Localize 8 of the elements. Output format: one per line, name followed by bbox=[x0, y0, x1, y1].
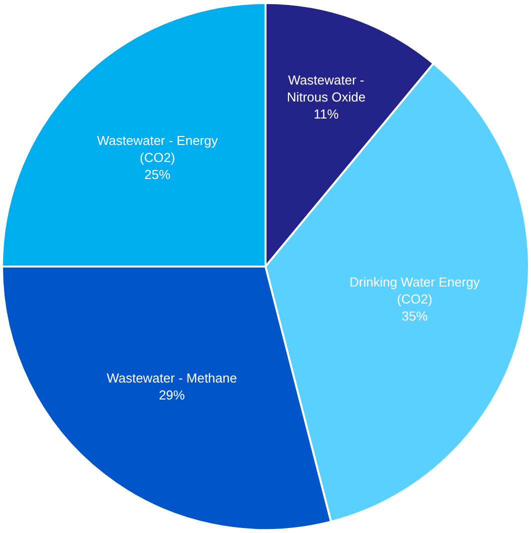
slice-label: Wastewater - Energy (CO2) bbox=[96, 133, 218, 166]
slice-label: Drinking Water Energy (CO2) bbox=[350, 274, 480, 306]
data-label: 25% bbox=[144, 167, 171, 182]
slice-label: Wastewater - Nitrous Oxide bbox=[286, 72, 366, 104]
data-label: 29% bbox=[158, 387, 186, 402]
data-label: 11% bbox=[314, 106, 340, 122]
data-label: 35% bbox=[402, 308, 428, 324]
slice-label: Wastewater - Methane bbox=[106, 370, 237, 386]
